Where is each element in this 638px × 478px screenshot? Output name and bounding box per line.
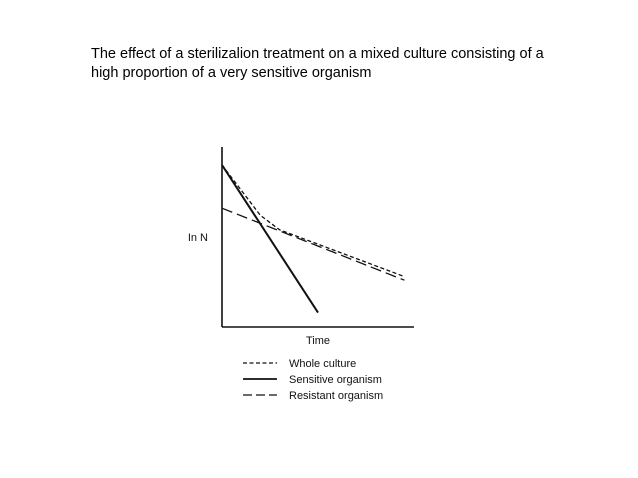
slide-title-line-1: The effect of a sterilizalion treatment … [91, 46, 544, 62]
slide-title: The effect of a sterilizalion treatment … [91, 45, 591, 83]
chart-axes [221, 147, 414, 328]
legend-label-sensitive-organism: Sensitive organism [289, 374, 382, 386]
series-line-sensitive-organism [221, 164, 319, 314]
y-axis-label: In N [188, 232, 208, 244]
chart-legend: Whole culture Sensitive organism Resistant… [243, 358, 383, 402]
chart-series-layer [221, 164, 405, 314]
legend-label-resistant-organism: Resistant organism [289, 390, 383, 402]
series-line-whole-culture [221, 164, 405, 278]
series-line-resistant-organism [221, 207, 405, 281]
slide-title-line-2: high proportion of a very sensitive orga… [91, 65, 372, 81]
x-axis-label: Time [306, 335, 330, 347]
legend-label-whole-culture: Whole culture [289, 358, 356, 370]
